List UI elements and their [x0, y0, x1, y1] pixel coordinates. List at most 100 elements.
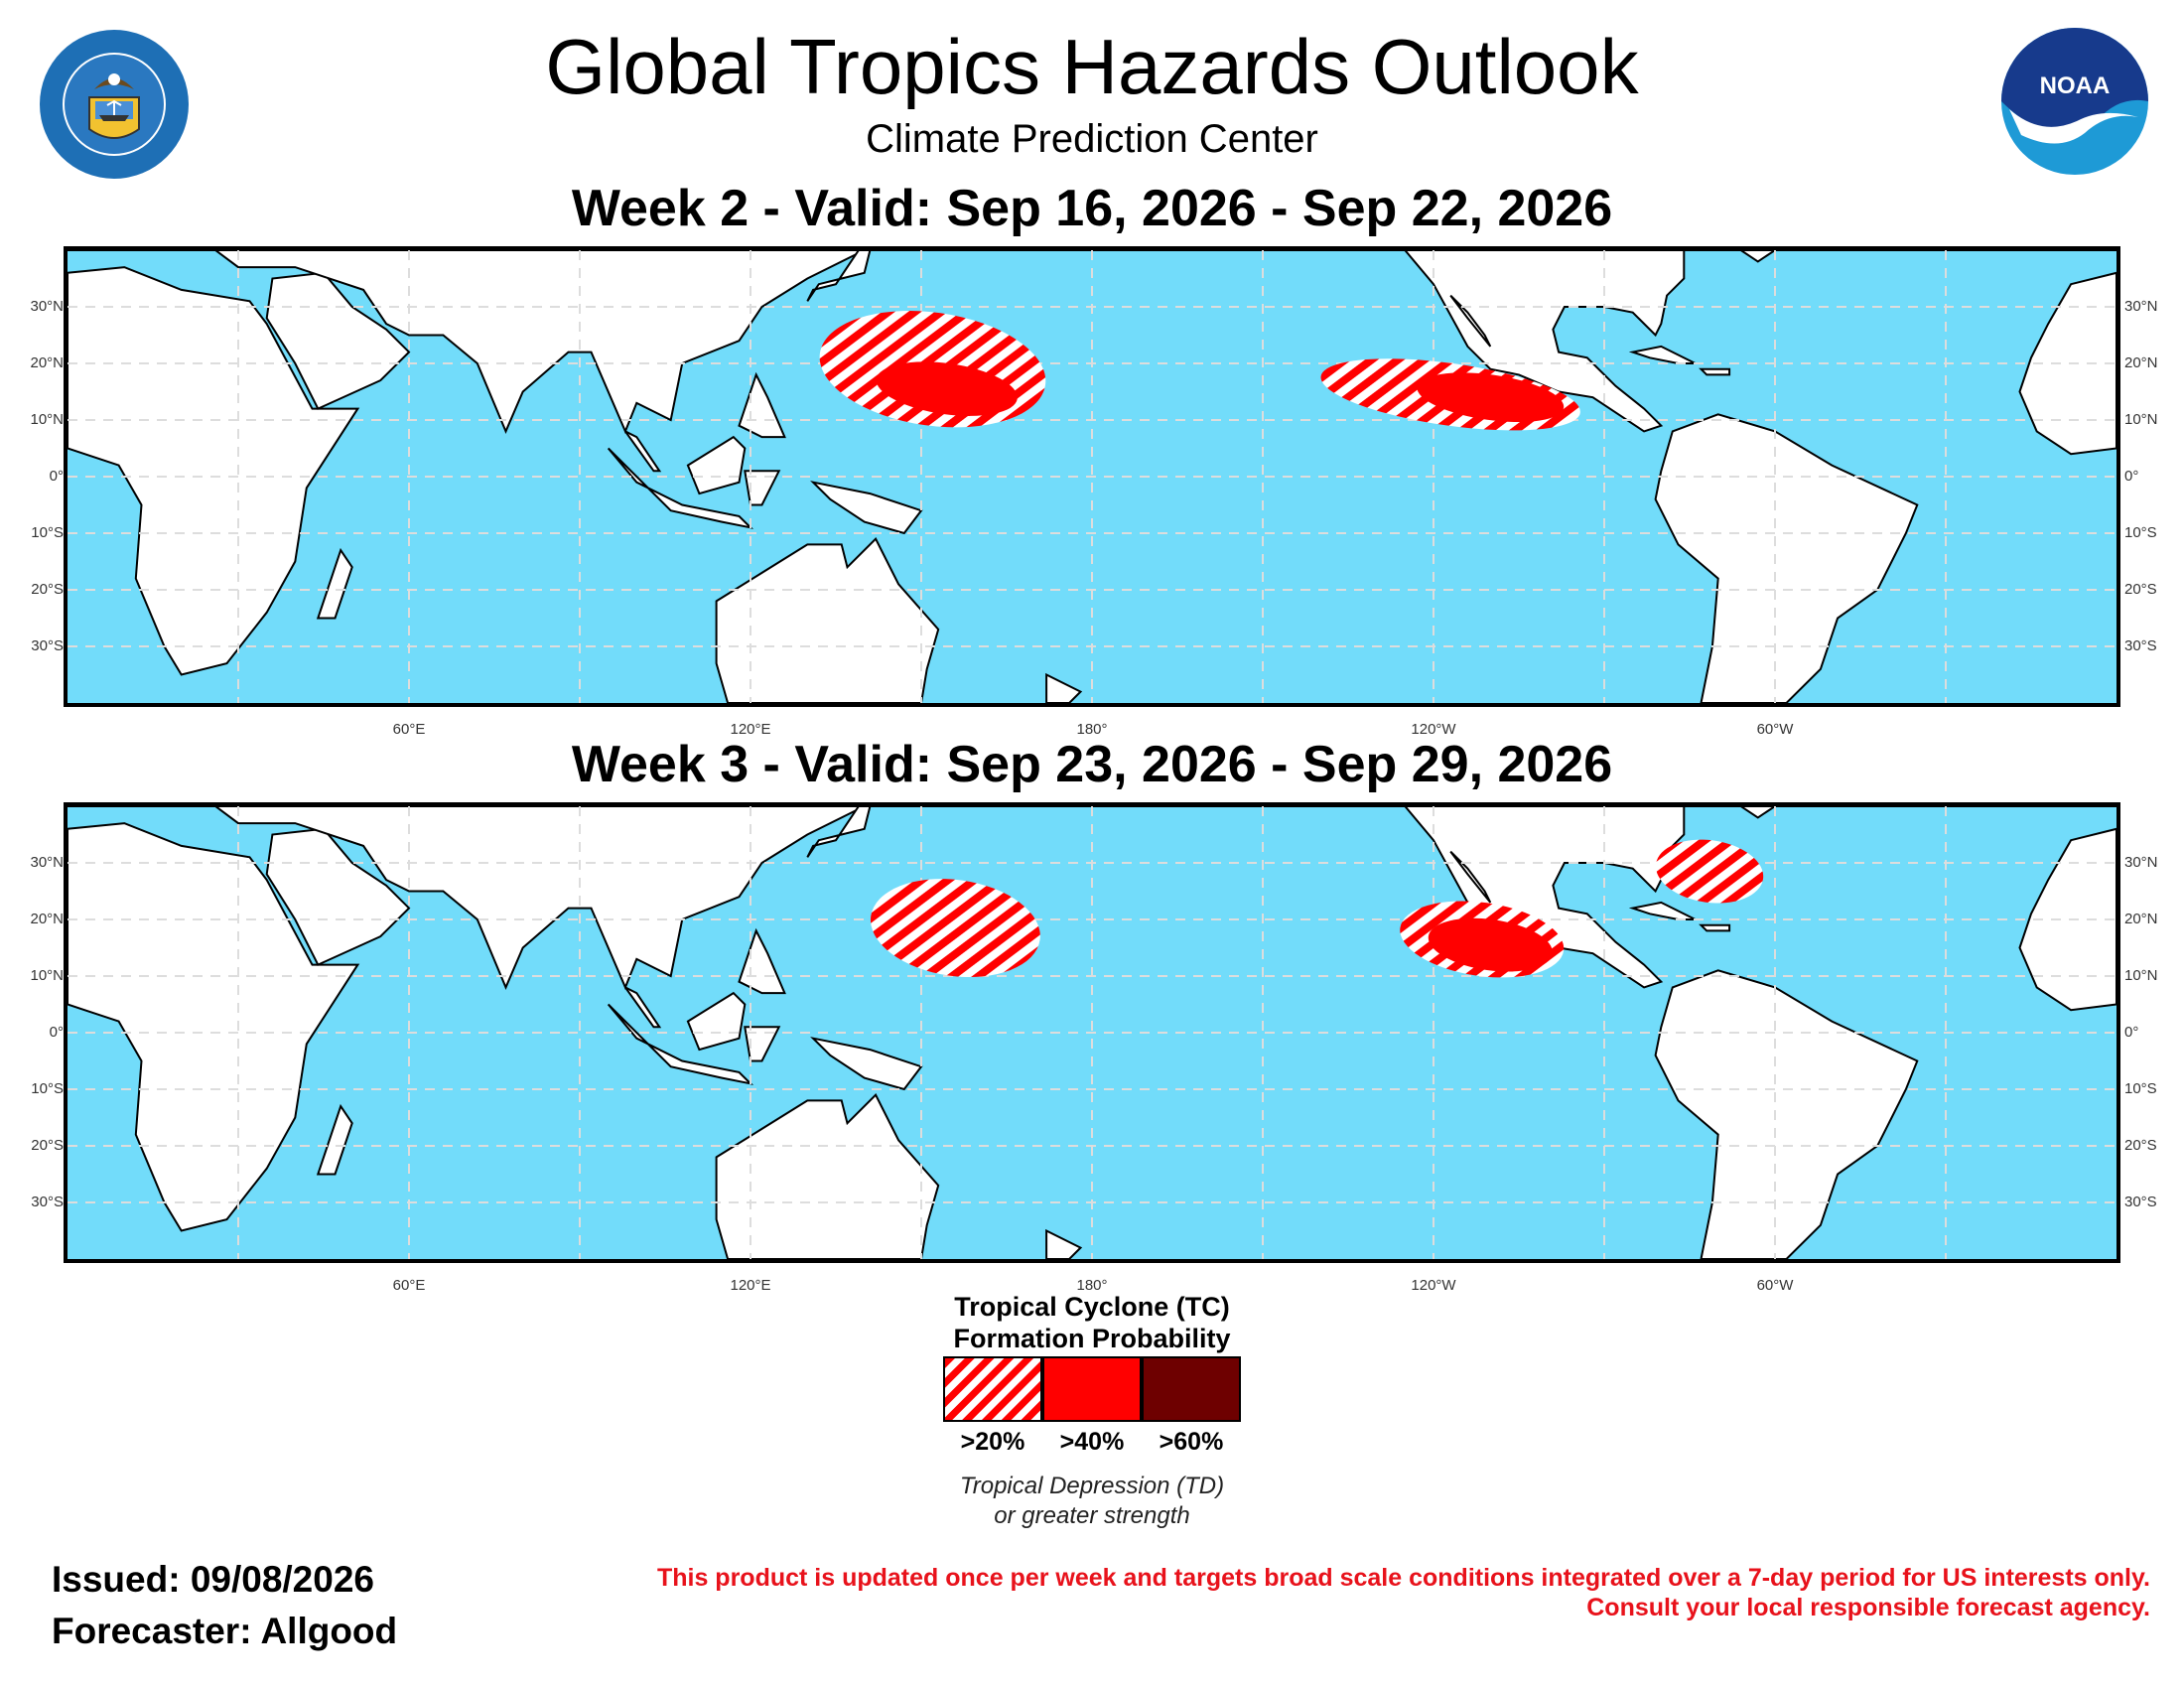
lat-label: 10°N	[2124, 967, 2158, 984]
legend-note: Tropical Depression (TD) or greater stre…	[854, 1472, 1330, 1531]
lat-label: 30°N	[30, 854, 64, 871]
lat-label: 30°N	[2124, 298, 2158, 315]
landmass	[316, 547, 353, 620]
legend-label-20: >20%	[960, 1428, 1025, 1456]
lat-label: 20°N	[30, 354, 64, 371]
disclaimer-line2: Consult your local responsible forecast …	[1586, 1594, 2150, 1621]
landmass	[1699, 367, 1731, 376]
landmass	[607, 447, 754, 529]
hazard-area-40-percent	[1417, 372, 1565, 423]
week2-map-svg	[68, 250, 2116, 703]
landmass	[213, 250, 866, 435]
lon-label: 120°E	[730, 721, 771, 738]
hazard-area-20-percent	[870, 879, 1040, 977]
lat-label: 30°S	[31, 637, 64, 654]
lat-label: 20°S	[2124, 1137, 2157, 1154]
department-of-commerce-seal	[38, 28, 191, 181]
landmass	[738, 371, 786, 439]
landmass	[1738, 250, 1777, 263]
landmass	[810, 1037, 923, 1091]
lat-label: 0°	[49, 468, 64, 485]
landmass	[806, 250, 872, 302]
lat-label: 0°	[49, 1024, 64, 1041]
landmass	[1045, 672, 1083, 703]
hazard-area-40-percent	[876, 361, 1018, 416]
lat-label: 20°N	[30, 911, 64, 927]
lat-label: 10°N	[30, 411, 64, 428]
page-title: Global Tropics Hazards Outlook	[545, 23, 1639, 110]
landmass	[1449, 294, 1492, 348]
landmass	[738, 927, 786, 995]
landmass	[2018, 827, 2116, 1012]
landmass	[68, 822, 360, 1232]
lat-label: 20°N	[2124, 911, 2158, 927]
lat-label: 10°S	[2124, 1080, 2157, 1097]
landmass	[1449, 850, 1492, 904]
lon-label: 120°E	[730, 1277, 771, 1294]
landmass	[2018, 271, 2116, 456]
landmass	[607, 1003, 754, 1085]
week3-map	[64, 802, 2120, 1263]
landmass	[316, 1103, 353, 1176]
hazard-area-40-percent	[1428, 917, 1553, 972]
legend-title-line1: Tropical Cyclone (TC)	[954, 1292, 1230, 1322]
lat-label: 10°S	[31, 524, 64, 541]
week3-title: Week 3 - Valid: Sep 23, 2026 - Sep 29, 2…	[571, 736, 1613, 793]
landmass	[1699, 923, 1731, 932]
legend-swatch-40	[1042, 1356, 1142, 1422]
landmass	[624, 986, 662, 1029]
landmass	[1654, 969, 1919, 1259]
lon-label: 180°	[1076, 721, 1108, 738]
legend-label-60: >60%	[1159, 1428, 1224, 1456]
disclaimer-line1: This product is updated once per week an…	[656, 1564, 2150, 1592]
lon-label: 60°W	[1756, 721, 1794, 738]
lat-label: 30°S	[2124, 637, 2157, 654]
lat-label: 20°S	[2124, 581, 2157, 598]
lat-label: 30°N	[2124, 854, 2158, 871]
landmass	[810, 481, 923, 535]
legend-swatch-60	[1142, 1356, 1241, 1422]
lon-label: 60°E	[392, 721, 426, 738]
legend-label-40: >40%	[1059, 1428, 1125, 1456]
landmass	[744, 1026, 781, 1062]
svg-text:NOAA: NOAA	[2040, 72, 2111, 99]
landmass	[686, 435, 747, 495]
forecaster-name: Forecaster: Allgood	[52, 1611, 398, 1651]
landmass	[686, 991, 747, 1052]
landmass	[1654, 413, 1919, 703]
landmass	[1738, 806, 1777, 819]
week2-title: Week 2 - Valid: Sep 16, 2026 - Sep 22, 2…	[571, 180, 1613, 237]
lat-label: 10°N	[2124, 411, 2158, 428]
lat-label: 20°S	[31, 581, 64, 598]
week3-map-svg	[68, 806, 2116, 1259]
week2-map	[64, 246, 2120, 707]
issued-date: Issued: 09/08/2026	[52, 1559, 374, 1600]
legend-swatch-20	[943, 1356, 1042, 1422]
noaa-logo: NOAA	[1999, 26, 2150, 177]
landmass	[1628, 345, 1697, 364]
legend-note-line1: Tropical Depression (TD)	[959, 1473, 1225, 1499]
lon-label: 60°E	[392, 1277, 426, 1294]
lat-label: 20°N	[2124, 354, 2158, 371]
lat-label: 10°N	[30, 967, 64, 984]
legend-title: Tropical Cyclone (TC) Formation Probabil…	[893, 1291, 1291, 1354]
lat-label: 0°	[2124, 468, 2139, 485]
lat-label: 0°	[2124, 1024, 2139, 1041]
landmass	[624, 430, 662, 473]
lon-label: 180°	[1076, 1277, 1108, 1294]
lon-label: 60°W	[1756, 1277, 1794, 1294]
landmass	[744, 470, 781, 506]
page-subtitle: Climate Prediction Center	[866, 117, 1318, 161]
lat-label: 30°S	[31, 1194, 64, 1210]
landmass	[715, 1093, 940, 1259]
lat-label: 10°S	[31, 1080, 64, 1097]
legend-note-line2: or greater strength	[994, 1502, 1190, 1529]
lat-label: 30°N	[30, 298, 64, 315]
lat-label: 30°S	[2124, 1194, 2157, 1210]
landmass	[715, 537, 940, 703]
hazard-area-20-percent	[1655, 839, 1764, 904]
landmass	[806, 806, 872, 858]
lon-label: 120°W	[1411, 1277, 1456, 1294]
lat-label: 20°S	[31, 1137, 64, 1154]
landmass	[1403, 250, 1686, 433]
